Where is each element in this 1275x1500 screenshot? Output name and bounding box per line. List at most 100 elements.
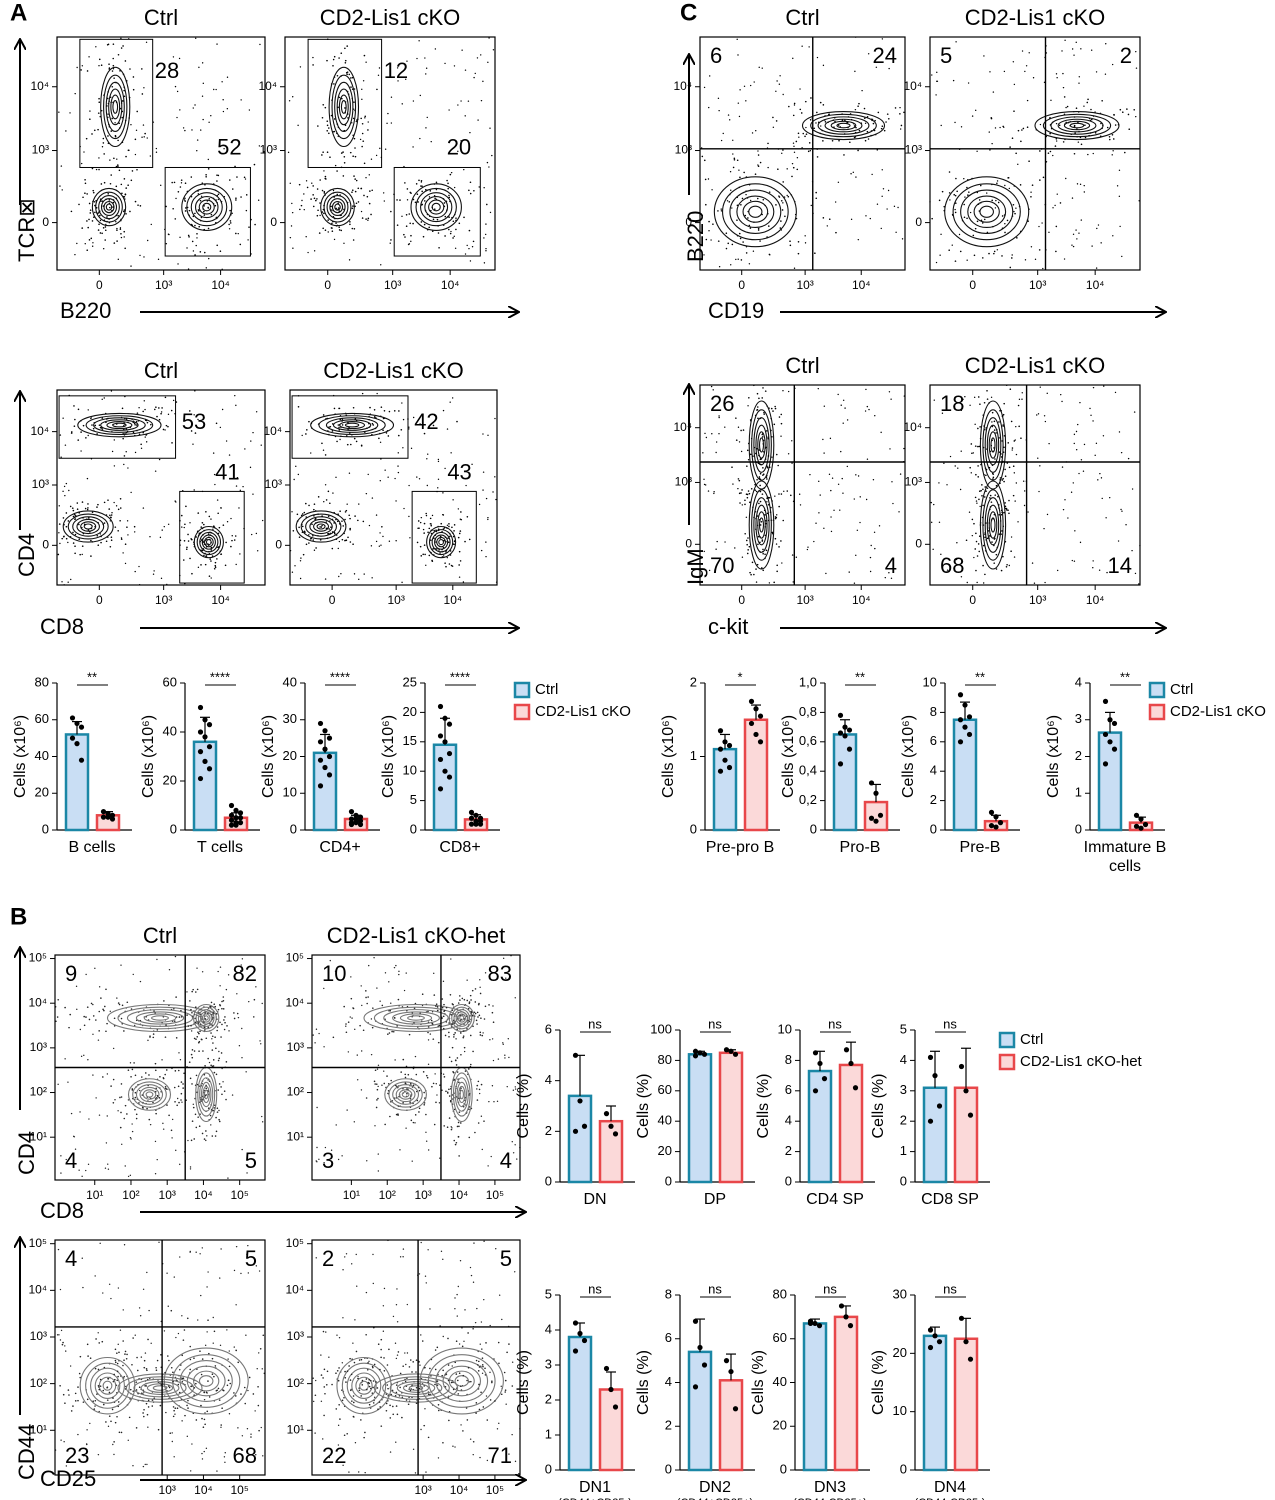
cell-dot: [903, 447, 905, 450]
cell-dot: [960, 576, 963, 578]
cell-dot: [59, 1384, 61, 1387]
cell-dot: [1120, 508, 1122, 511]
cell-dot: [976, 150, 978, 152]
cell-dot: [805, 133, 808, 135]
cell-dot: [379, 147, 381, 150]
cell-dot: [177, 1383, 180, 1386]
cell-dot: [1080, 48, 1082, 50]
cell-dot: [190, 1385, 192, 1388]
cell-dot: [737, 487, 739, 490]
cell-dot: [412, 198, 415, 201]
y-axis-label: TCR⊠: [14, 198, 39, 262]
cell-dot: [500, 1393, 503, 1396]
cell-dot: [104, 239, 107, 241]
contour: [331, 74, 357, 140]
cell-dot: [175, 1379, 178, 1381]
cell-dot: [1071, 244, 1073, 246]
cell-dot: [810, 97, 812, 99]
cell-dot: [516, 1077, 518, 1079]
cell-dot: [1003, 480, 1005, 483]
cell-dot: [1118, 169, 1121, 171]
cell-dot: [448, 1419, 450, 1422]
cell-dot: [194, 212, 196, 215]
cell-dot: [200, 1294, 202, 1297]
contour: [944, 176, 1030, 248]
cell-dot: [435, 1083, 437, 1085]
cell-dot: [132, 1465, 134, 1467]
cell-dot: [165, 1024, 167, 1026]
cell-dot: [210, 549, 213, 551]
cell-dot: [866, 115, 869, 118]
cell-dot: [782, 93, 784, 96]
cell-dot: [135, 1113, 138, 1116]
cell-dot: [994, 494, 997, 496]
cell-dot: [436, 1094, 438, 1096]
contour: [388, 1081, 423, 1108]
cell-dot: [164, 1036, 167, 1038]
cell-dot: [963, 216, 966, 219]
cell-dot: [127, 149, 130, 152]
cell-dot: [748, 397, 750, 399]
cell-dot: [808, 142, 811, 144]
cell-dot: [171, 1432, 173, 1434]
cell-dot: [1036, 414, 1038, 416]
cell-dot: [703, 478, 705, 480]
cell-dot: [477, 1080, 480, 1083]
cell-dot: [480, 54, 482, 56]
cell-dot: [717, 210, 719, 212]
cell-dot: [874, 547, 876, 550]
plot-title: CD2-Lis1 cKO: [965, 353, 1106, 378]
contour: [132, 1081, 167, 1108]
contour: [426, 525, 457, 559]
cell-dot: [60, 1439, 62, 1441]
cell-dot: [1124, 151, 1126, 154]
cell-dot: [778, 493, 780, 495]
cell-dot: [786, 194, 788, 197]
cell-dot: [886, 208, 888, 210]
cell-dot: [474, 1321, 477, 1324]
cell-dot: [1002, 477, 1004, 480]
cell-dot: [158, 418, 161, 421]
cell-dot: [408, 213, 411, 215]
cell-dot: [323, 212, 325, 215]
cell-dot: [1009, 266, 1012, 269]
cell-dot: [322, 227, 324, 230]
cell-dot: [317, 209, 319, 212]
cell-dot: [1135, 50, 1137, 53]
cell-dot: [67, 1081, 69, 1083]
cell-dot: [468, 247, 470, 250]
cell-dot: [314, 1432, 316, 1434]
cell-dot: [113, 1017, 116, 1020]
cell-dot: [112, 43, 115, 45]
cell-dot: [715, 441, 718, 443]
x-axis-label: CD8: [40, 1198, 84, 1223]
cell-dot: [292, 530, 295, 532]
cell-dot: [936, 71, 938, 74]
cell-dot: [415, 1402, 418, 1405]
cell-dot: [357, 1377, 359, 1380]
cell-dot: [252, 1393, 255, 1395]
plot-title: CD2-Lis1 cKO-het: [327, 923, 506, 948]
cell-dot: [1095, 71, 1098, 73]
cell-dot: [118, 1431, 121, 1434]
contour: [982, 489, 1004, 561]
cell-dot: [177, 263, 179, 265]
cell-dot: [221, 1000, 223, 1003]
cell-dot: [216, 1111, 219, 1113]
cell-dot: [489, 127, 491, 129]
cell-dot: [80, 431, 82, 433]
cell-dot: [427, 1010, 429, 1013]
gate: [411, 490, 477, 584]
cell-dot: [977, 396, 980, 398]
cell-dot: [472, 1327, 474, 1330]
cell-dot: [191, 129, 193, 131]
cell-dot: [94, 967, 96, 970]
cell-dot: [414, 1472, 417, 1474]
gate-value: 23: [65, 1443, 89, 1468]
cell-dot: [479, 1034, 482, 1036]
cell-dot: [231, 539, 233, 542]
cell-dot: [437, 232, 440, 234]
cell-dot: [84, 182, 87, 185]
cell-dot: [219, 250, 222, 253]
cell-dot: [1075, 229, 1077, 231]
